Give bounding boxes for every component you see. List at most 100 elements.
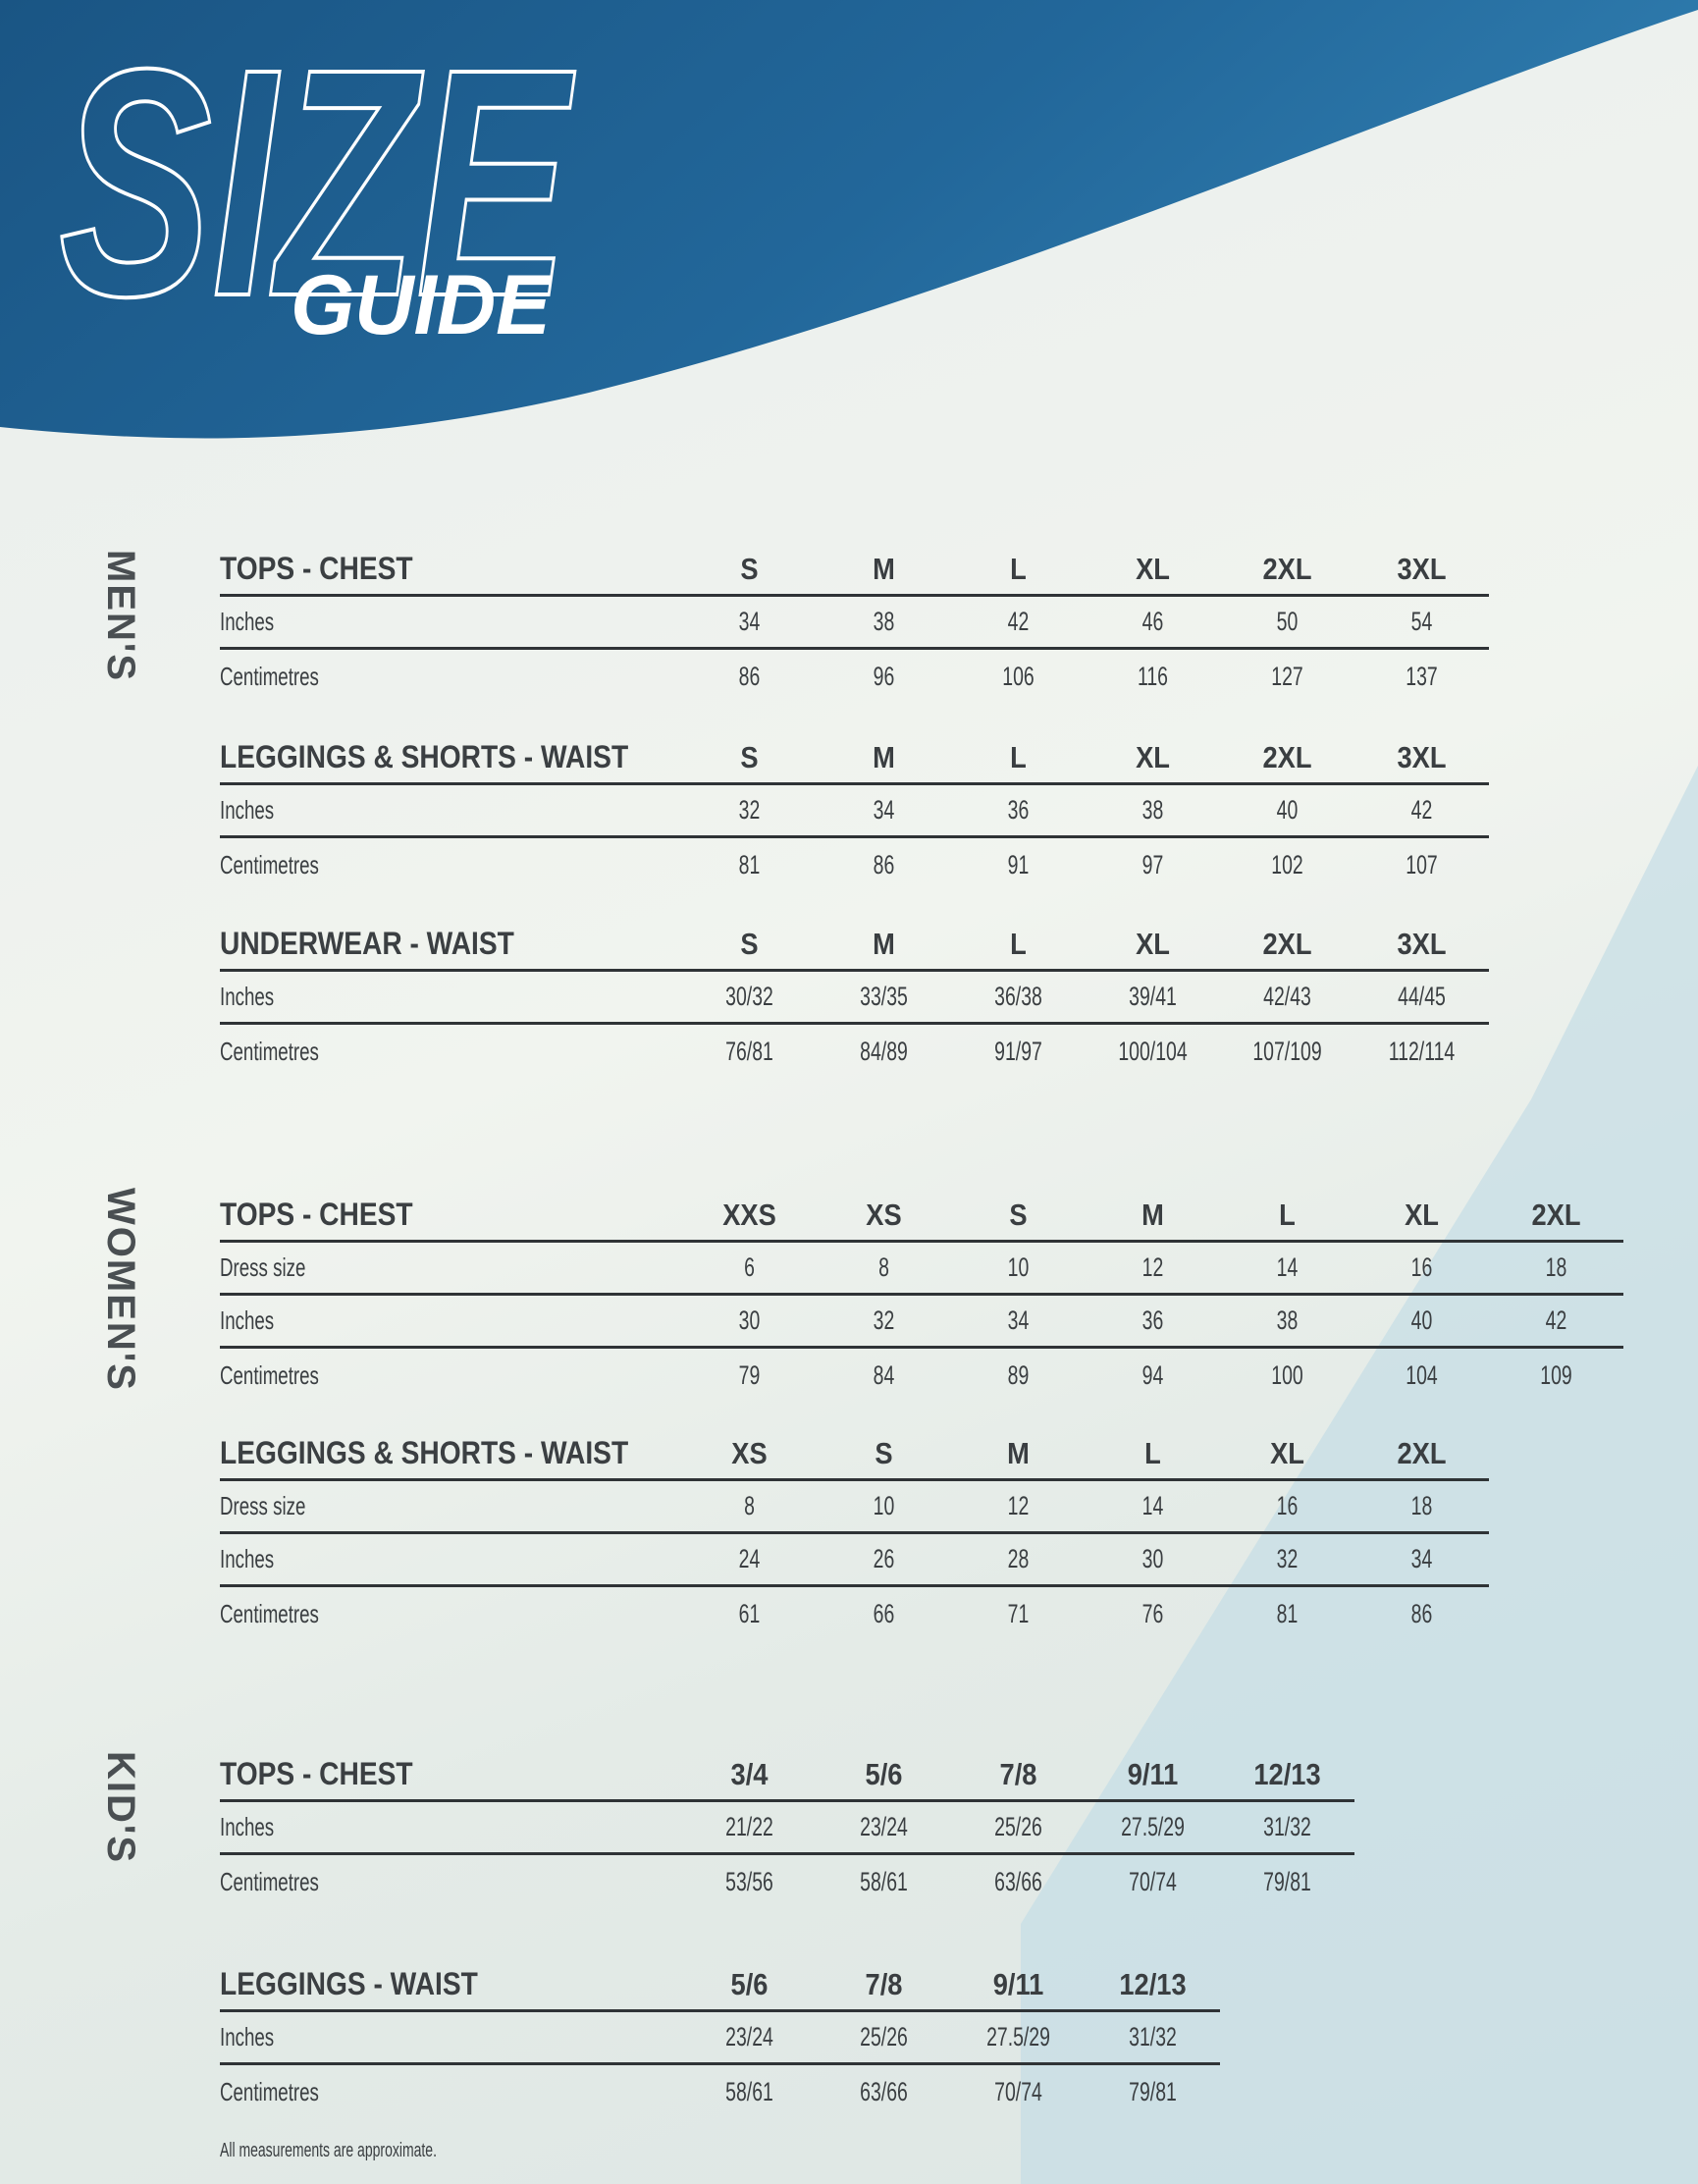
size-header: M	[873, 551, 895, 586]
table-cell: 40	[1276, 795, 1299, 825]
table-cell: 79/81	[1263, 1866, 1311, 1896]
table-cell: 36	[1007, 795, 1030, 825]
guide-title: GUIDE	[291, 258, 554, 352]
size-header: 2XL	[1531, 1197, 1581, 1232]
table-cell: 66	[873, 1598, 895, 1628]
table-cell: 33/35	[860, 982, 908, 1011]
table-cell: 27.5/29	[986, 2022, 1050, 2051]
size-header: XS	[866, 1197, 902, 1232]
table-row: Dress size 6 8 10 12 14 16 18	[220, 1243, 1623, 1296]
table-title: TOPS - CHEST	[220, 1197, 413, 1232]
size-header: S	[1009, 1197, 1028, 1232]
size-table: LEGGINGS & SHORTS - WAIST XS S M L XL 2XL Dress…	[220, 1428, 1489, 1640]
row-label: Dress size	[220, 1491, 306, 1520]
blue-banner-wave	[0, 0, 1698, 439]
row-label: Centimetres	[220, 2076, 319, 2106]
size-table: TOPS - CHEST 3/4 5/6 7/8 9/11 12/13 Inches 21/2…	[220, 1749, 1354, 1908]
size-header: M	[873, 926, 895, 961]
table-cell: 38	[1276, 1305, 1299, 1335]
table-cell: 32	[1276, 1544, 1299, 1573]
row-label: Inches	[220, 795, 275, 825]
table-row: Centimetres 86 96 106 116 127 137	[220, 650, 1489, 703]
table-row: Centimetres 58/61 63/66 70/74 79/81	[220, 2065, 1220, 2118]
table-cell: 34	[738, 607, 761, 636]
row-label: Centimetres	[220, 849, 319, 879]
size-header: XL	[1136, 739, 1170, 774]
row-label: Inches	[220, 1812, 275, 1841]
table-cell: 28	[1007, 1544, 1030, 1573]
size-header: 3/4	[730, 1756, 769, 1791]
table-cell: 10	[873, 1491, 895, 1520]
table-title: TOPS - CHEST	[220, 1756, 413, 1791]
size-header: 12/13	[1253, 1756, 1321, 1791]
table-cell: 86	[738, 661, 761, 691]
size-title-outline: SIZE	[59, 1, 577, 363]
table-cell: 107/109	[1252, 1036, 1322, 1066]
row-label: Centimetres	[220, 661, 319, 691]
table-cell: 32	[738, 795, 761, 825]
table-title: TOPS - CHEST	[220, 551, 413, 586]
table-cell: 79/81	[1129, 2076, 1177, 2106]
size-header: L	[1279, 1197, 1296, 1232]
table-title: LEGGINGS & SHORTS - WAIST	[220, 739, 629, 774]
size-header: XL	[1136, 551, 1170, 586]
size-table: LEGGINGS - WAIST 5/6 7/8 9/11 12/13 Inches 23/…	[220, 1959, 1220, 2118]
table-cell: 112/114	[1388, 1036, 1456, 1066]
table-row: Centimetres 61 66 71 76 81 86	[220, 1587, 1489, 1640]
table-cell: 36/38	[994, 982, 1042, 1011]
table-cell: 24	[738, 1544, 761, 1573]
size-header: 3XL	[1397, 739, 1447, 774]
table-header-row: UNDERWEAR - WAIST S M L XL 2XL 3XL	[220, 919, 1489, 972]
table-cell: 50	[1276, 607, 1299, 636]
table-cell: 109	[1540, 1359, 1572, 1390]
table-cell: 84/89	[860, 1036, 908, 1066]
table-cell: 18	[1545, 1252, 1567, 1282]
size-header: 12/13	[1119, 1966, 1187, 2001]
size-header: 3XL	[1397, 926, 1447, 961]
table-cell: 42	[1545, 1305, 1567, 1335]
section-label-womens: WOMEN'S	[99, 1188, 142, 1392]
size-header: 5/6	[865, 1756, 903, 1791]
table-cell: 58/61	[860, 1866, 908, 1896]
row-label: Centimetres	[220, 1866, 319, 1896]
size-header: L	[1010, 926, 1027, 961]
table-cell: 46	[1141, 607, 1164, 636]
size-table: LEGGINGS & SHORTS - WAIST S M L XL 2XL 3XL Inch…	[220, 732, 1489, 891]
row-label: Inches	[220, 1544, 275, 1573]
size-header: 3XL	[1397, 551, 1447, 586]
table-cell: 116	[1137, 661, 1168, 691]
table-cell: 18	[1410, 1491, 1433, 1520]
size-header: XL	[1270, 1435, 1304, 1470]
light-blue-triangle	[1021, 766, 1698, 2184]
table-cell: 53/56	[725, 1866, 773, 1896]
table-cell: 36	[1141, 1305, 1164, 1335]
table-cell: 31/32	[1263, 1812, 1311, 1841]
table-header-row: LEGGINGS & SHORTS - WAIST XS S M L XL 2XL	[220, 1428, 1489, 1481]
table-title: LEGGINGS & SHORTS - WAIST	[220, 1435, 629, 1470]
table-cell: 106	[1002, 661, 1035, 691]
table-cell: 86	[873, 849, 895, 879]
table-cell: 86	[1410, 1598, 1433, 1628]
table-cell: 39/41	[1129, 982, 1177, 1011]
table-row: Centimetres 53/56 58/61 63/66 70/74 79/81	[220, 1855, 1354, 1908]
table-cell: 31/32	[1129, 2022, 1177, 2051]
table-cell: 100	[1271, 1359, 1303, 1390]
table-cell: 89	[1007, 1359, 1030, 1390]
table-cell: 26	[873, 1544, 895, 1573]
table-cell: 137	[1406, 661, 1438, 691]
size-header: 9/11	[992, 1966, 1044, 2001]
size-table: TOPS - CHEST XXS XS S M L XL 2XL Dress size 6 8 10 1…	[220, 1190, 1623, 1402]
size-header: 7/8	[999, 1756, 1037, 1791]
size-table: TOPS - CHEST S M L XL 2XL 3XL Inches 34 38 42 46 50 5…	[220, 544, 1489, 703]
table-cell: 63/66	[860, 2076, 908, 2106]
size-header: 5/6	[730, 1966, 769, 2001]
table-row: Centimetres 81 86 91 97 102 107	[220, 838, 1489, 891]
table-cell: 91	[1007, 849, 1030, 879]
table-cell: 14	[1141, 1491, 1164, 1520]
table-cell: 76	[1141, 1598, 1164, 1628]
table-cell: 23/24	[860, 1812, 908, 1841]
size-header: S	[740, 926, 759, 961]
size-table: UNDERWEAR - WAIST S M L XL 2XL 3XL Inches 30/32 3…	[220, 919, 1489, 1078]
size-header: L	[1010, 551, 1027, 586]
